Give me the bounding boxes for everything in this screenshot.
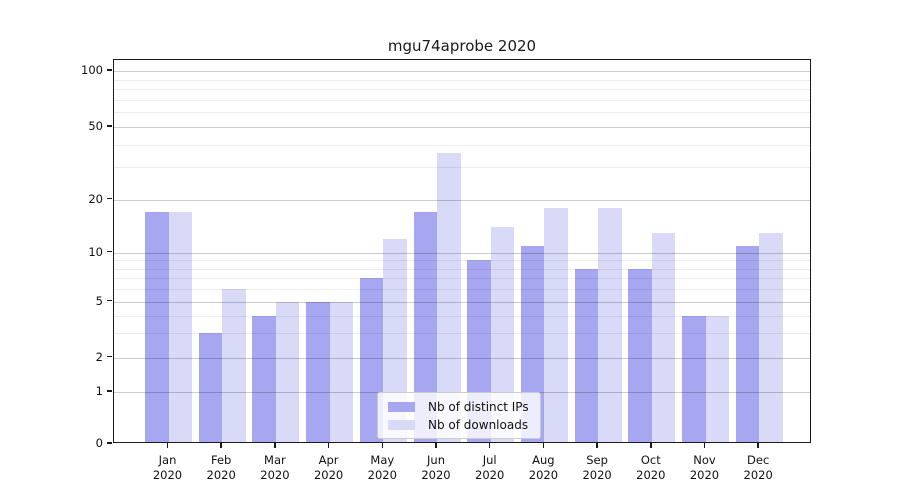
x-tick-jul	[488, 443, 491, 448]
x-tick-mar	[274, 443, 276, 448]
bar-downloads-oct	[651, 232, 676, 442]
bar-downloads-jan	[168, 212, 192, 442]
x-tick-label-may: May 2020	[367, 453, 397, 482]
bar-distinct-ips-apr	[306, 301, 330, 442]
bar-downloads-dec	[759, 232, 783, 442]
bar-downloads-mar	[275, 301, 300, 442]
x-tick-label-apr: Apr 2020	[313, 453, 344, 482]
minor-gridline-30	[114, 167, 810, 169]
major-gridline-100	[114, 71, 810, 73]
y-tick-100	[107, 69, 112, 71]
bar-distinct-ips-jun	[413, 212, 437, 442]
y-tick-50	[107, 125, 112, 127]
legend-swatch-distinct-ips	[388, 401, 415, 412]
y-tick-20	[107, 197, 112, 199]
x-tick-label-feb: Feb 2020	[206, 453, 236, 482]
x-tick-may	[381, 443, 384, 448]
minor-gridline-4	[114, 315, 810, 317]
y-tick-label-10: 10	[88, 244, 103, 259]
bar-distinct-ips-dec	[735, 245, 760, 442]
bar-downloads-jun	[437, 153, 461, 442]
minor-gridline-9	[114, 260, 810, 262]
x-tick-jun	[435, 443, 437, 448]
x-tick-aug	[542, 443, 545, 448]
major-gridline-50	[114, 127, 810, 128]
y-tick-label-50: 50	[88, 119, 103, 133]
minor-gridline-80	[114, 89, 810, 91]
y-tick-label-1: 1	[95, 384, 103, 398]
x-tick-nov	[703, 443, 706, 448]
minor-gridline-7	[114, 278, 810, 280]
bar-distinct-ips-sep	[574, 268, 599, 442]
bar-downloads-sep	[598, 207, 622, 442]
y-tick-label-20: 20	[88, 191, 103, 206]
bar-downloads-may	[383, 238, 407, 442]
x-tick-jan	[166, 443, 169, 448]
plot-area	[113, 59, 811, 443]
x-tick-sep	[596, 443, 598, 448]
bar-distinct-ips-nov	[682, 315, 706, 442]
bar-distinct-ips-feb	[198, 333, 223, 442]
x-tick-label-dec: Dec 2020	[743, 453, 773, 482]
minor-gridline-90	[114, 79, 810, 81]
y-tick-0	[107, 442, 112, 444]
y-tick-label-0: 0	[95, 436, 103, 450]
x-tick-label-sep: Sep 2020	[582, 453, 612, 482]
y-tick-5	[107, 299, 112, 302]
minor-gridline-70	[114, 99, 810, 101]
legend: Nb of distinct IPs Nb of downloads	[377, 392, 541, 439]
x-tick-label-jan: Jan 2020	[152, 453, 183, 482]
legend-swatch-downloads	[388, 419, 415, 430]
x-tick-oct	[650, 443, 652, 448]
legend-label-downloads: Nb of downloads	[428, 417, 529, 432]
major-gridline-2	[114, 357, 810, 359]
bar-downloads-nov	[705, 315, 729, 442]
bar-downloads-apr	[329, 301, 354, 442]
legend-item-downloads: Nb of downloads	[388, 417, 529, 432]
x-tick-feb	[220, 443, 222, 448]
bar-distinct-ips-jan	[145, 212, 169, 442]
legend-item-distinct-ips: Nb of distinct IPs	[388, 399, 529, 414]
y-tick-2	[107, 355, 112, 358]
bar-downloads-jul	[490, 227, 515, 442]
major-gridline-5	[114, 301, 810, 303]
x-tick-label-nov: Nov 2020	[689, 453, 720, 482]
x-tick-dec	[757, 443, 759, 448]
y-tick-10	[107, 250, 112, 253]
major-gridline-20	[114, 199, 810, 201]
bar-downloads-feb	[222, 289, 246, 442]
minor-gridline-6	[114, 289, 810, 291]
y-tick-1	[107, 390, 112, 392]
minor-gridline-60	[114, 112, 810, 114]
bar-distinct-ips-oct	[628, 268, 652, 442]
y-tick-label-5: 5	[95, 293, 103, 308]
x-tick-label-oct: Oct 2020	[636, 453, 666, 482]
minor-gridline-40	[114, 144, 810, 146]
bar-downloads-aug	[544, 207, 568, 442]
minor-gridline-8	[114, 268, 810, 270]
y-tick-label-2: 2	[95, 349, 103, 364]
x-tick-label-mar: Mar 2020	[260, 453, 290, 482]
bar-distinct-ips-mar	[252, 315, 276, 442]
x-tick-label-jun: Jun 2020	[421, 453, 451, 482]
chart-title: mgu74aprobe 2020	[387, 37, 537, 55]
major-gridline-10	[114, 252, 810, 254]
minor-gridline-3	[114, 333, 810, 335]
x-tick-label-aug: Aug 2020	[528, 453, 559, 482]
x-tick-label-jul: Jul 2020	[475, 453, 505, 482]
legend-label-distinct-ips: Nb of distinct IPs	[428, 399, 529, 414]
y-tick-label-100: 100	[81, 63, 103, 78]
x-tick-apr	[327, 443, 330, 448]
